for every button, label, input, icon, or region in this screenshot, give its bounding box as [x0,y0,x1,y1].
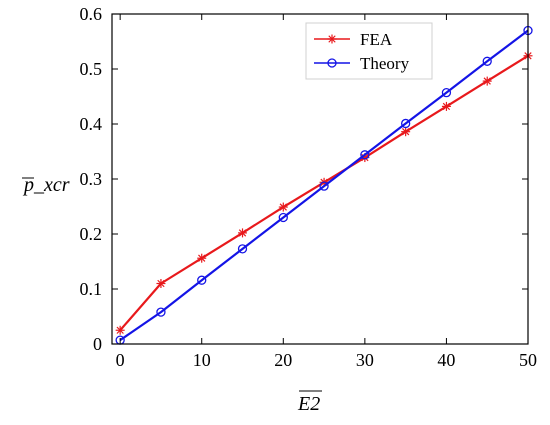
data-point-theory [197,275,207,285]
x-tick-label: 40 [437,350,455,370]
legend-item-fea: FEA [314,30,393,49]
y-axis-label-text: p_xcr [22,174,70,196]
x-tick-label: 10 [193,350,211,370]
data-point-fea [482,76,492,86]
legend-label: FEA [360,30,393,49]
data-point-fea [401,127,411,137]
y-tick-label: 0.6 [80,4,103,24]
x-tick-label: 50 [519,350,537,370]
data-point-fea [197,253,207,263]
data-point-theory [319,181,329,191]
axes: 0 10 20 30 40 50 0 0.1 0.2 0.3 0.4 0.5 0.6 [80,4,538,370]
legend-marker [327,34,337,44]
data-point-theory [156,307,166,317]
y-axis-label: p_xcr [22,174,70,196]
data-point-theory [360,150,370,160]
y-tick-label: 0 [93,334,102,354]
y-tick-label: 0.5 [80,59,103,79]
x-axis-label-text: E2 [297,393,320,415]
data-point-theory [400,118,411,129]
x-axis-label: E2 [297,390,322,415]
legend-item-theory: Theory [314,54,410,73]
legend-label: Theory [360,54,410,73]
y-tick-label: 0.1 [80,279,103,299]
legend: FEA Theory [305,22,433,80]
y-tick-label: 0.4 [80,114,103,134]
data-point-theory [441,88,452,98]
y-tick-label: 0.2 [80,224,103,244]
series-line-fea [119,54,529,331]
data-point-fea [441,101,451,111]
x-tick-label: 30 [356,350,374,370]
data-point-theory [278,212,288,223]
data-point-fea [238,228,248,238]
series-fea [115,51,533,335]
x-tick-label: 20 [274,350,292,370]
data-point-fea [278,202,288,212]
data-point-fea [115,325,125,335]
y-tick-label: 0.3 [80,169,103,189]
x-tick-label: 0 [116,350,125,370]
data-point-theory [482,56,492,66]
data-point-theory [237,244,248,254]
legend-marker [327,58,337,68]
legend-box [305,22,433,80]
series-line-theory [119,29,529,342]
data-point-fea [156,279,166,288]
